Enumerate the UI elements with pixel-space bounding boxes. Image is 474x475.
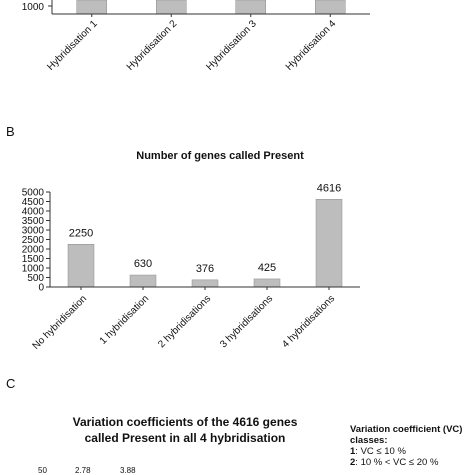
panel-b-data-label: 630: [134, 258, 152, 270]
panel-c-partial-tick: 50: [38, 466, 47, 475]
panel-c-partial-label-1: 2.78: [75, 466, 91, 475]
panel-b-bar: [67, 244, 95, 288]
panel-b-data-label: 376: [196, 263, 214, 275]
panel-b-y-tick-label: 500: [27, 273, 44, 284]
panel-b-y-tick-label: 2000: [22, 245, 45, 256]
vc-legend-item-1: 1: VC ≤ 10 %: [350, 446, 474, 457]
panel-a-tick-label: 1000: [22, 2, 45, 13]
panel-c-letter: C: [6, 376, 16, 391]
panel-b-x-label: 4 hybridisations: [280, 293, 337, 350]
panel-b-bar: [129, 274, 157, 288]
panel-b-y-tick-label: 0: [38, 283, 44, 294]
panel-c-partial-label-2: 3.88: [120, 466, 136, 475]
panel-a-x-label: Hybridisation 3: [204, 18, 259, 73]
panel-b-y-tick-label: 3500: [22, 216, 45, 227]
panel-b-y-tick-label: 4000: [22, 207, 45, 218]
panel-b-data-label: 4616: [317, 182, 341, 194]
panel-b-data-label: 425: [258, 262, 276, 274]
panel-a-x-label: Hybridisation 2: [125, 18, 180, 73]
panel-b-x-label: 3 hybridisations: [218, 293, 275, 350]
panel-b-letter: B: [6, 124, 15, 139]
vc-legend-item-1-text: : VC ≤ 10 %: [355, 446, 406, 457]
vc-legend-item-2: 2: 10 % < VC ≤ 20 %: [350, 457, 474, 468]
panel-c-title: Variation coefficients of the 4616 genes…: [40, 414, 330, 446]
panel-b-x-label: 1 hybridisation: [98, 293, 151, 346]
vc-legend-heading-2: classes:: [350, 435, 388, 446]
vc-legend-item-2-text: : 10 % < VC ≤ 20 %: [355, 457, 439, 468]
panel-b-y-tick-label: 5000: [22, 188, 45, 199]
vc-legend-item-2-num: 2: [350, 457, 356, 468]
vc-legend-item-1-num: 1: [350, 446, 356, 457]
panel-b-y-tick-label: 2500: [22, 235, 45, 246]
panel-b-y-tick-label: 3000: [22, 226, 45, 237]
panel-b-bar: [253, 278, 281, 288]
panel-b-chart: 0500100015002000250030003500400045005000…: [22, 182, 360, 352]
panel-a-bar: [235, 0, 266, 15]
vc-legend: Variation coefficient (VC) classes: 1: V…: [350, 424, 474, 468]
panel-a-x-label: Hybridisation 1: [45, 18, 100, 73]
panel-a-bar: [315, 0, 346, 15]
vc-legend-heading-1: Variation coefficient (VC): [350, 424, 463, 435]
panel-b-x-label: 2 hybridisations: [156, 293, 213, 350]
panel-a-chart: 1000 Hybridisation 1 Hybridisation 2 Hybri…: [22, 0, 370, 73]
panel-b-title: Number of genes called Present: [136, 150, 304, 162]
panel-a-bar: [76, 0, 107, 15]
panel-b-bar: [315, 199, 343, 288]
panel-a-x-label: Hybridisation 4: [284, 18, 339, 73]
panel-b-data-label: 2250: [69, 227, 93, 239]
panel-c-title-line2: called Present in all 4 hybridisation: [84, 431, 286, 445]
panel-c-title-line1: Variation coefficients of the 4616 genes: [72, 415, 298, 429]
panel-b-y-tick-label: 4500: [22, 197, 45, 208]
panel-b-y-tick-label: 1500: [22, 254, 45, 265]
panel-b-bar: [191, 279, 219, 288]
panel-a-bar: [156, 0, 187, 15]
panel-b-x-label: No hybridisation: [31, 293, 89, 351]
panel-b-y-tick-label: 1000: [22, 264, 45, 275]
